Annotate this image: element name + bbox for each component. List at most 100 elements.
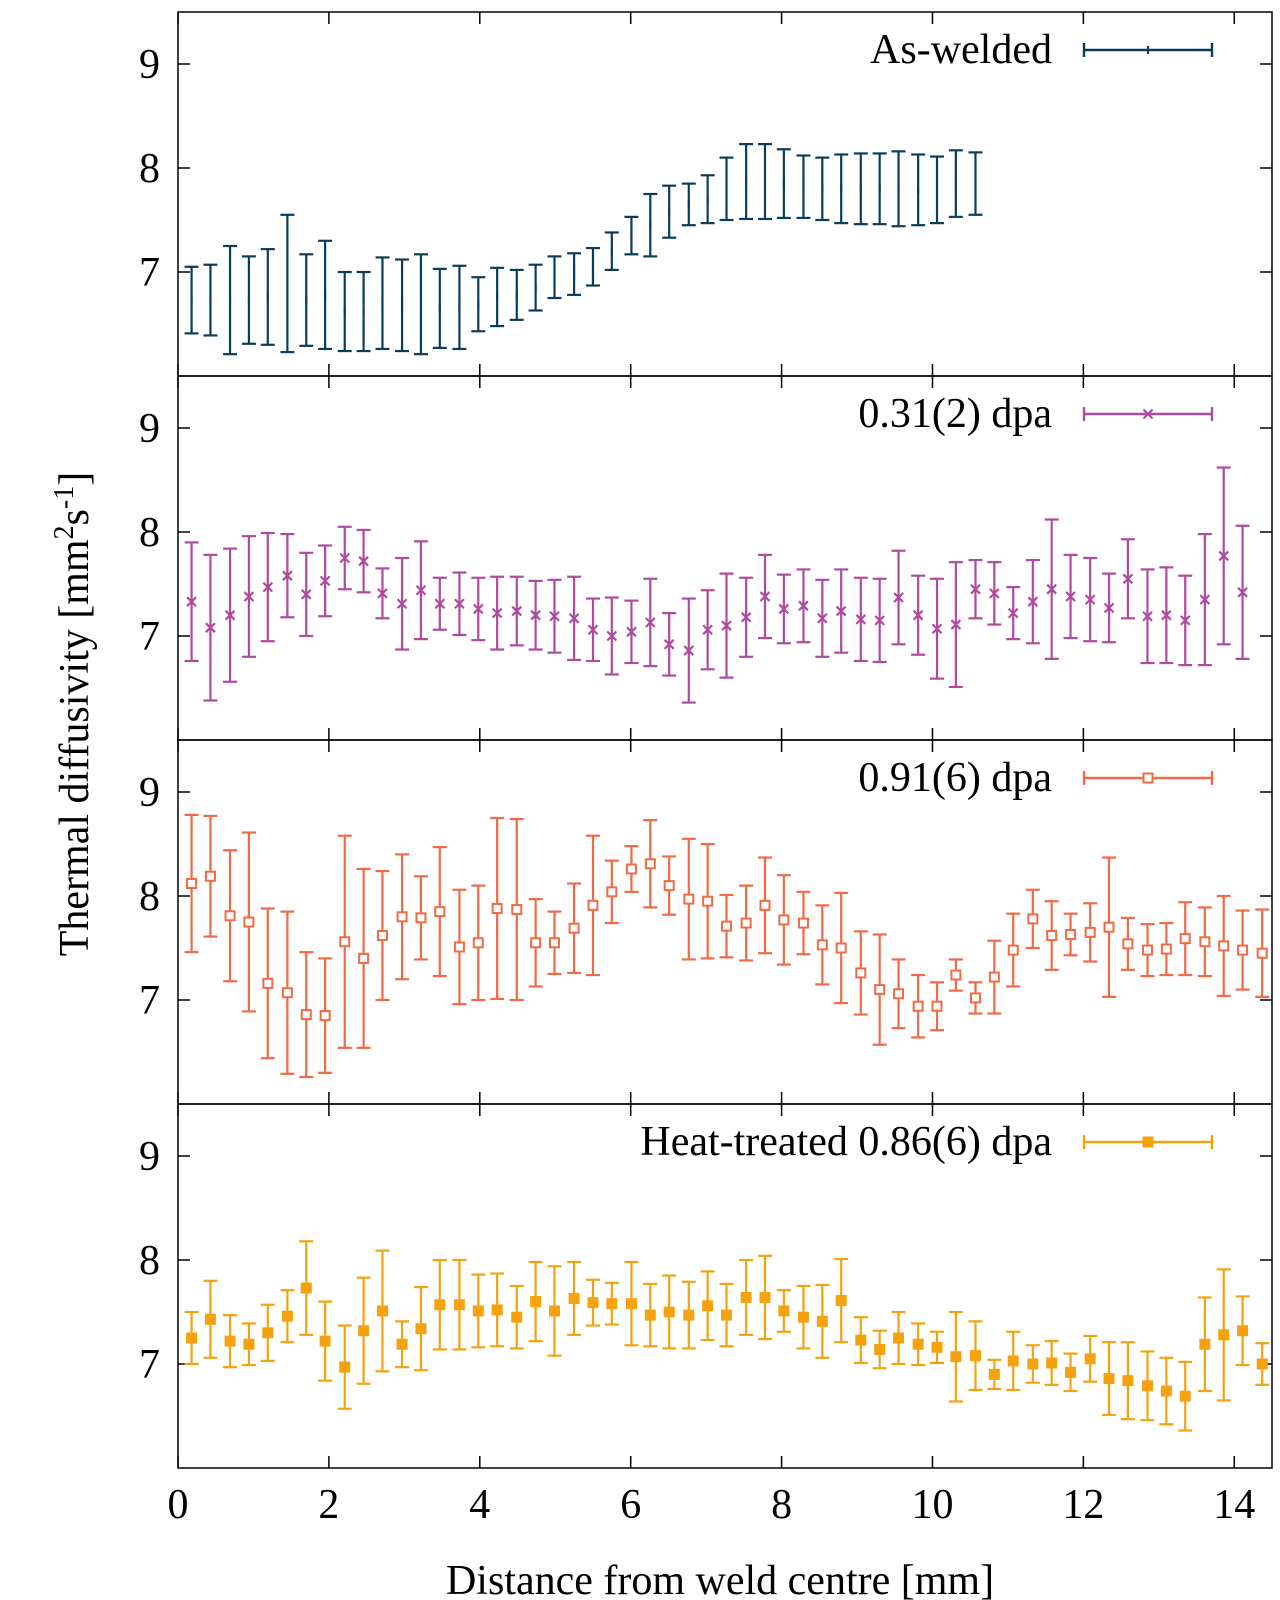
data-point-marker <box>186 878 198 890</box>
data-point <box>891 549 906 646</box>
data-point-marker <box>702 895 714 907</box>
data-point-marker <box>396 1338 408 1350</box>
data-point <box>834 568 849 654</box>
y-axis-label-mid: s <box>52 509 98 525</box>
data-point-marker <box>683 893 695 905</box>
data-point <box>1216 1268 1231 1402</box>
data-point <box>739 1258 754 1336</box>
data-point <box>796 1284 811 1350</box>
data-point <box>930 155 945 225</box>
panel-4: 7 8 9 Heat-treated 0.86(6) dpa <box>139 1103 1273 1469</box>
data-point <box>987 1358 1002 1391</box>
y-tick-label: 7 <box>139 614 160 660</box>
x-tick-label: 14 <box>1213 1482 1255 1528</box>
data-point <box>987 561 1002 626</box>
data-point <box>280 213 295 354</box>
data-point-marker <box>511 1311 523 1323</box>
data-point <box>1083 556 1098 643</box>
data-point-marker <box>454 598 465 610</box>
data-point <box>1159 566 1174 665</box>
series-3 <box>184 813 1270 1079</box>
data-point-marker <box>606 630 618 642</box>
data-point-marker <box>1142 1380 1154 1392</box>
data-point <box>643 192 658 258</box>
panels: 7 8 9 As-welded 7 8 9 0.31(2) dpa 7 8 9 0.91(6) dpa… <box>139 11 1273 1469</box>
data-point-marker <box>855 614 867 625</box>
legend-label: 0.31(2) dpa <box>858 391 1052 437</box>
data-point <box>585 597 600 663</box>
data-point-marker <box>377 588 388 599</box>
data-point-marker <box>1065 1366 1077 1378</box>
data-point-marker <box>931 623 943 634</box>
data-point <box>662 855 677 916</box>
data-point <box>452 888 467 1006</box>
panel-1: 7 8 9 As-welded <box>139 11 1273 377</box>
data-point-marker <box>568 1292 580 1304</box>
data-point-marker <box>1142 772 1154 784</box>
data-point <box>413 1285 428 1372</box>
data-point <box>299 951 314 1079</box>
data-point-marker <box>491 607 503 619</box>
data-point <box>911 153 926 227</box>
data-point <box>1197 532 1212 667</box>
data-point <box>739 142 754 221</box>
data-point-marker <box>491 1304 503 1316</box>
data-point-marker <box>568 922 580 934</box>
data-point <box>853 576 868 663</box>
legend-3: 0.91(6) dpa <box>858 755 1214 801</box>
data-point-marker <box>893 1332 905 1344</box>
data-point <box>776 573 791 645</box>
data-point <box>719 893 734 959</box>
data-point <box>1178 574 1193 667</box>
data-point-marker <box>472 937 484 949</box>
data-point-marker <box>376 1305 388 1317</box>
data-point <box>1025 1344 1040 1384</box>
data-point-marker <box>663 1306 675 1318</box>
y-tick-label: 8 <box>139 1238 160 1284</box>
data-point-marker <box>1084 594 1096 605</box>
data-point <box>1102 1341 1117 1417</box>
data-point-marker <box>721 1309 733 1321</box>
data-point <box>1044 518 1059 660</box>
data-point <box>452 264 467 351</box>
data-point-marker <box>1065 928 1077 940</box>
data-point <box>547 1265 562 1357</box>
data-point-marker <box>1027 596 1039 607</box>
data-point <box>815 578 830 658</box>
data-point <box>643 577 658 668</box>
data-point-marker <box>530 1296 542 1308</box>
data-point <box>719 572 734 679</box>
data-point-marker <box>511 904 523 916</box>
data-point-marker <box>224 910 236 922</box>
data-point-marker <box>1161 609 1172 621</box>
data-point <box>968 151 983 216</box>
data-point-marker <box>1007 1355 1019 1367</box>
data-point <box>930 981 945 1032</box>
data-point <box>796 568 811 644</box>
data-point <box>241 831 256 1013</box>
data-point-marker <box>625 1298 637 1310</box>
data-point-marker <box>530 937 542 949</box>
data-point-marker <box>262 581 274 593</box>
data-point <box>891 150 906 228</box>
data-point-marker <box>1256 1358 1268 1370</box>
data-point <box>815 1283 830 1359</box>
y-tick-label: 7 <box>139 250 160 296</box>
data-point <box>834 891 849 1005</box>
data-point-marker <box>224 1335 236 1347</box>
x-tick-label: 2 <box>318 1482 339 1528</box>
data-point <box>585 834 600 977</box>
y-tick-label: 9 <box>139 1134 160 1180</box>
x-tick-label: 8 <box>771 1482 792 1528</box>
data-point <box>757 142 772 221</box>
data-point <box>318 1300 333 1382</box>
data-point <box>547 578 562 654</box>
data-point <box>223 1314 238 1369</box>
y-tick-label: 9 <box>139 770 160 816</box>
data-point <box>872 933 887 1046</box>
data-point-marker <box>1046 930 1058 942</box>
data-point-marker <box>912 1000 924 1012</box>
data-point <box>1006 1330 1021 1392</box>
data-point-marker <box>759 1291 771 1303</box>
